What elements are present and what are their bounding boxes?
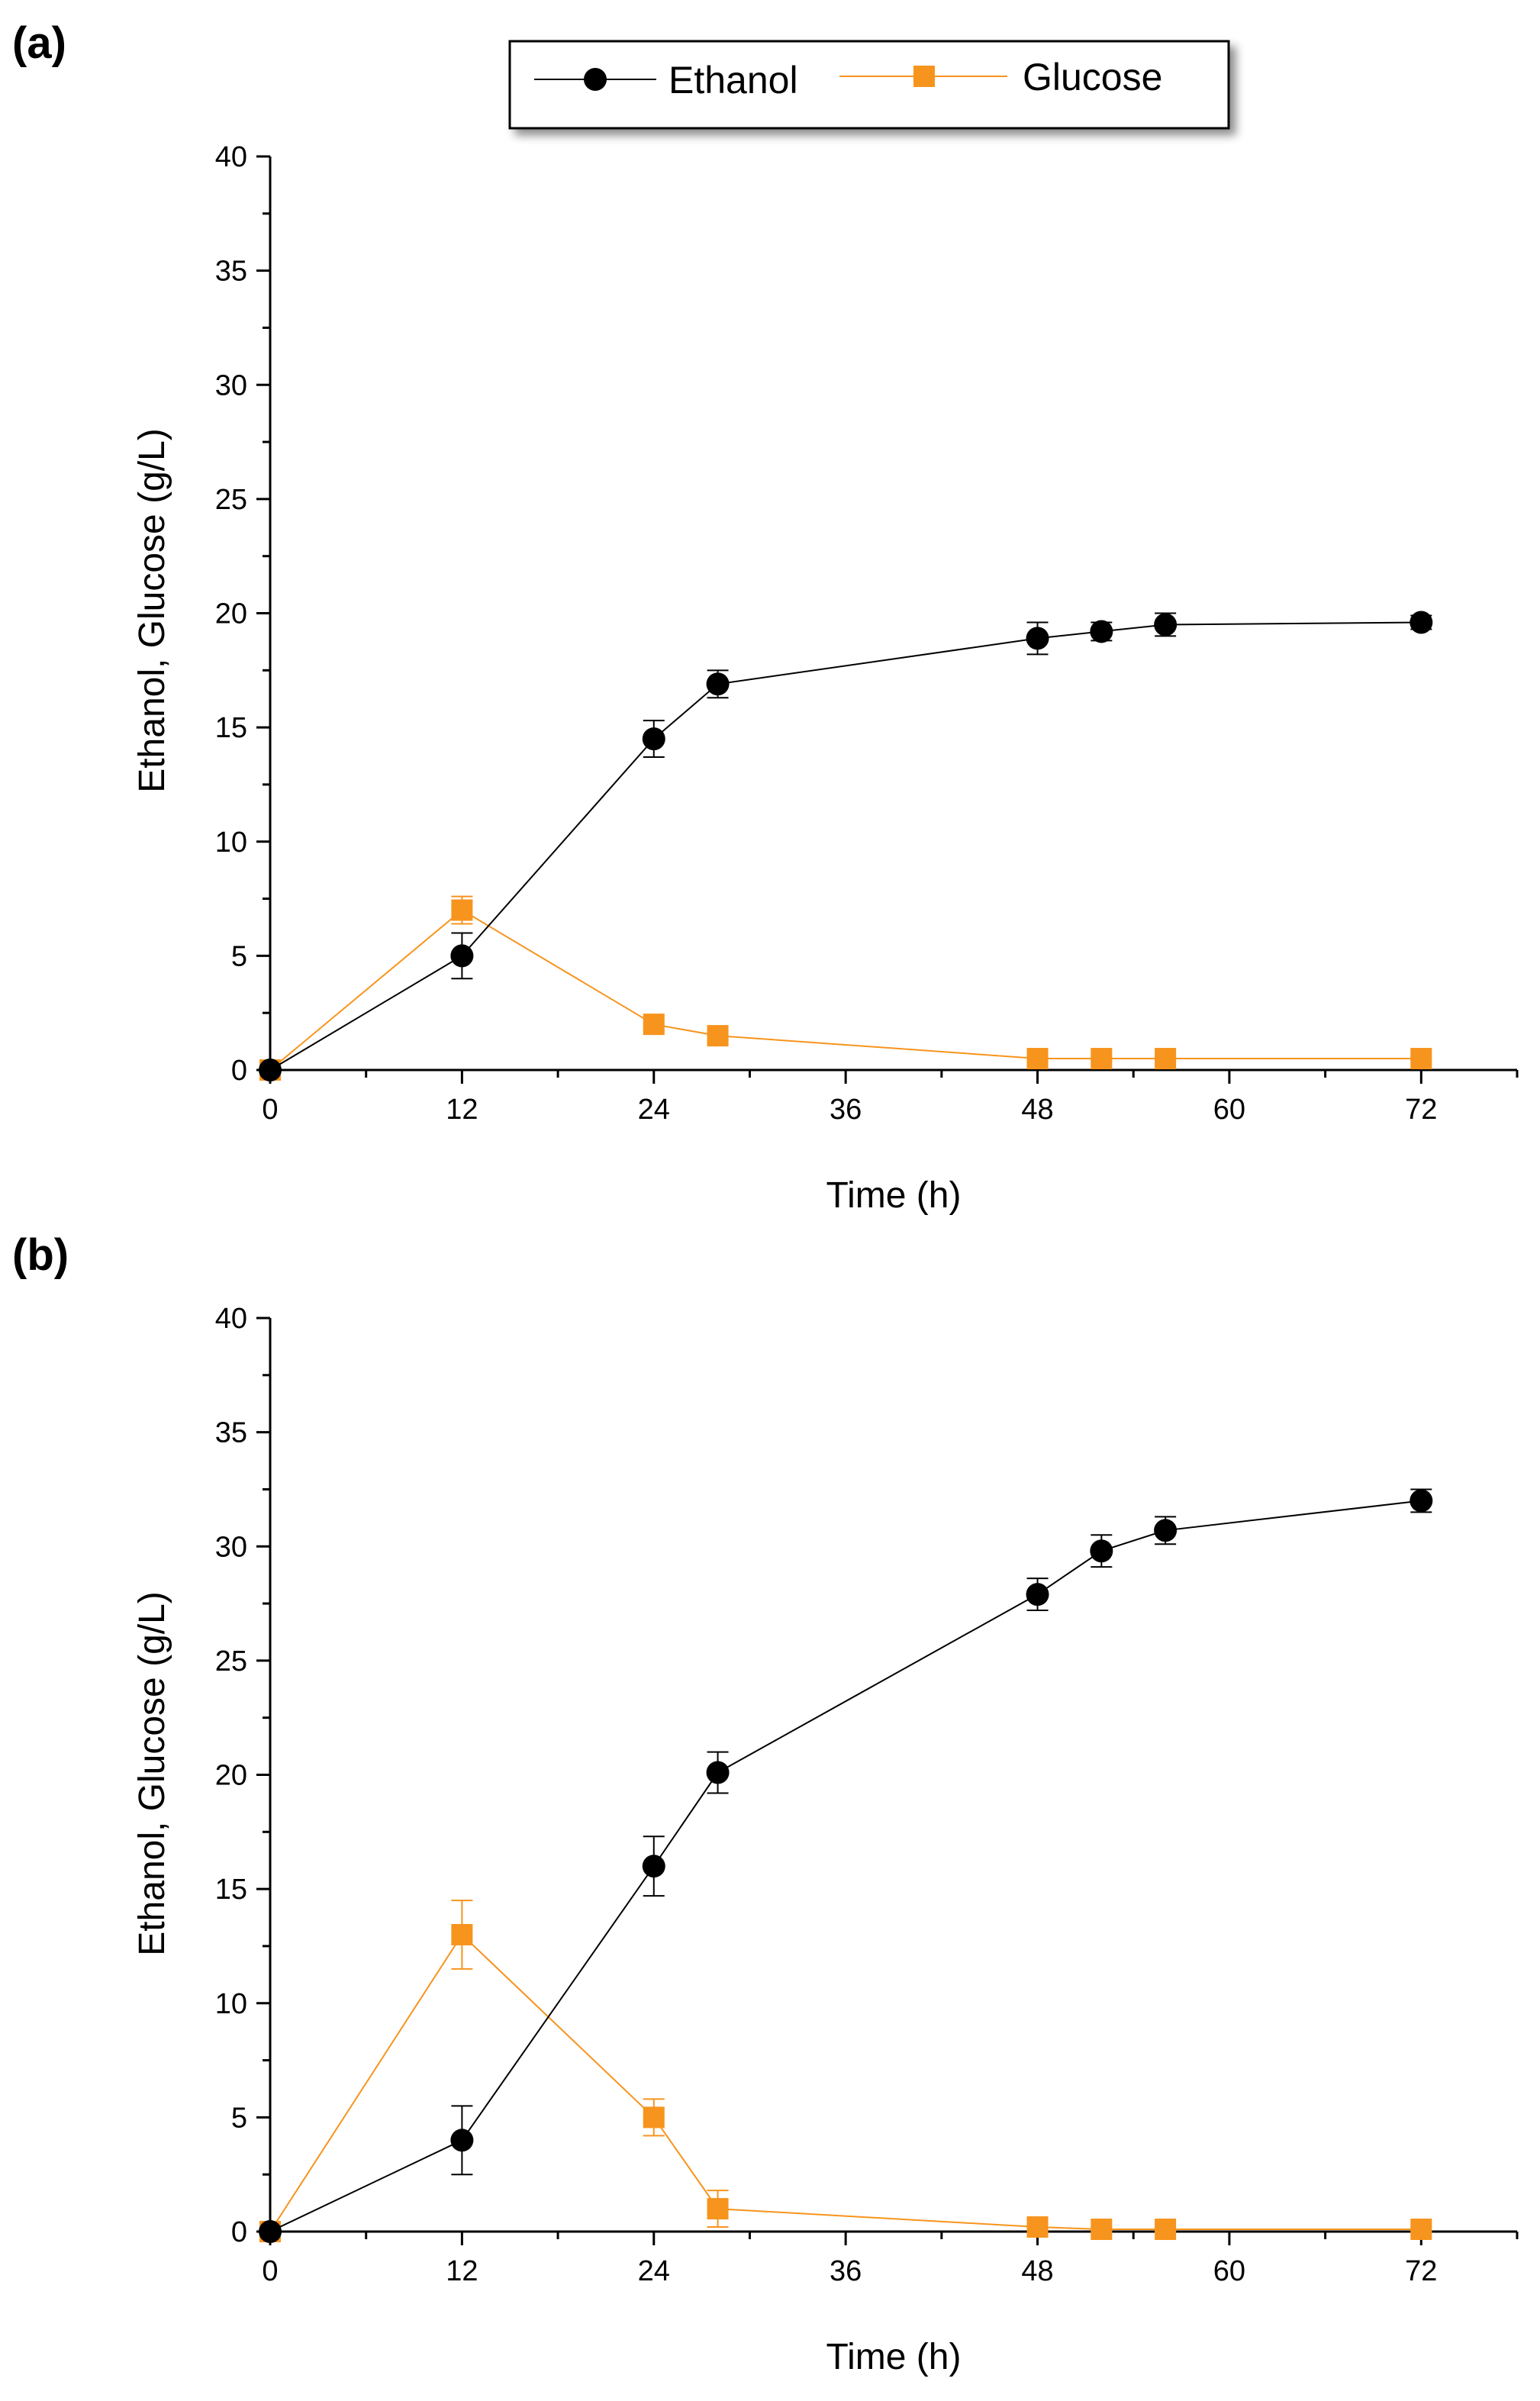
panel-b-label: (b) bbox=[12, 1230, 69, 1280]
panel-b-glucose-point bbox=[451, 1923, 473, 1945]
panel-a-ethanol-point bbox=[642, 727, 665, 751]
panel-a-label: (a) bbox=[12, 18, 66, 68]
panel-a-x-tick-label: 0 bbox=[262, 1094, 278, 1126]
panel-a-x-tick-label: 60 bbox=[1213, 1094, 1245, 1126]
panel-b-ethanol-point bbox=[450, 2129, 474, 2152]
panel-b-ethanol-point bbox=[1090, 1539, 1113, 1563]
panel-b-x-tick-label: 36 bbox=[830, 2255, 862, 2287]
panel-b-y-tick-label: 35 bbox=[215, 1417, 247, 1449]
panel-b-x-tick-label: 24 bbox=[638, 2255, 670, 2287]
panel-a-x-tick-label: 48 bbox=[1021, 1094, 1053, 1126]
panel-a-ethanol-line bbox=[269, 621, 1422, 1071]
panel-a-x-tick-label: 36 bbox=[830, 1094, 862, 1126]
panel-b-x-tick-label: 0 bbox=[262, 2255, 278, 2287]
panel-b-y-tick-label: 15 bbox=[215, 1874, 247, 1906]
panel-a-glucose-point bbox=[643, 1014, 665, 1036]
panel-a-y-tick-label: 10 bbox=[215, 827, 247, 859]
panel-b-glucose-point bbox=[1091, 2219, 1113, 2241]
panel-a-y-tick-label: 15 bbox=[215, 712, 247, 744]
panel-b-y-tick-label: 5 bbox=[231, 2102, 247, 2134]
panel-a-y-tick-label: 35 bbox=[215, 256, 247, 288]
panel-a-glucose-point bbox=[1091, 1048, 1113, 1070]
panel-b-x-axis-title: Time (h) bbox=[826, 2337, 962, 2377]
legend-ethanol-marker bbox=[584, 68, 607, 91]
panel-a-ethanol-point bbox=[1154, 613, 1178, 637]
panel-b-y-tick-label: 10 bbox=[215, 1988, 247, 2020]
chart-panel-b: (b) Ethanol, Glucose (g/L) Time (h) 0 5 10… bbox=[12, 1230, 1519, 2377]
panel-a-ethanol-point bbox=[706, 672, 730, 696]
panel-a-glucose-point bbox=[1155, 1048, 1177, 1070]
legend-glucose-label: Glucose bbox=[1023, 56, 1162, 98]
panel-b-glucose-point bbox=[643, 2106, 665, 2129]
panel-b-plot-area: 0 5 10 15 20 25 30 35 40 0 12 24 36 48 60 72 bbox=[215, 1303, 1519, 2287]
panel-a-plot-area: 0 5 10 15 20 25 30 35 40 0 12 24 36 48 60 72 bbox=[215, 141, 1519, 1126]
panel-b-x-tick-label: 60 bbox=[1213, 2255, 1245, 2287]
panel-b-ethanol-point bbox=[706, 1761, 730, 1784]
panel-b-glucose-point bbox=[707, 2198, 729, 2220]
panel-a-ethanol-point bbox=[259, 1059, 282, 1081]
panel-a-y-tick-label: 40 bbox=[215, 141, 247, 173]
panel-b-ethanol-point bbox=[259, 2220, 282, 2243]
panel-a-x-tick-label: 72 bbox=[1405, 1094, 1437, 1126]
chart-panel-a: (a) Ethanol, Glucose (g/L) Time (h) 0 5 10… bbox=[12, 18, 1519, 1216]
panel-b-glucose-point bbox=[1026, 2216, 1049, 2238]
legend-box bbox=[508, 40, 1230, 130]
panel-a-y-tick-label: 30 bbox=[215, 369, 247, 401]
panel-a-glucose-point bbox=[707, 1025, 729, 1047]
panel-a-ethanol-point bbox=[1026, 627, 1049, 650]
panel-b-y-tick-label: 40 bbox=[215, 1303, 247, 1335]
panel-a-glucose-line bbox=[269, 909, 1422, 1071]
panel-b-ethanol-point bbox=[642, 1855, 665, 1878]
panel-b-glucose-point bbox=[1155, 2219, 1177, 2241]
panel-a-glucose-point bbox=[1026, 1048, 1049, 1070]
panel-a-glucose-point bbox=[451, 899, 473, 921]
panel-b-ethanol-point bbox=[1410, 1489, 1433, 1513]
legend: Ethanol Glucose bbox=[508, 40, 1230, 130]
panel-b-axes bbox=[269, 1318, 1517, 2233]
panel-b-y-tick-label: 30 bbox=[215, 1531, 247, 1563]
panel-a-y-axis-title: Ethanol, Glucose (g/L) bbox=[132, 428, 172, 793]
panel-a-y-tick-label: 20 bbox=[215, 598, 247, 630]
panel-a-ethanol-point bbox=[450, 944, 474, 968]
panel-b-ethanol-line bbox=[269, 1500, 1422, 2232]
panel-b-y-axis-title: Ethanol, Glucose (g/L) bbox=[132, 1591, 172, 1956]
panel-a-y-tick-label: 0 bbox=[231, 1055, 247, 1087]
panel-a-glucose-point bbox=[1410, 1048, 1432, 1070]
panel-a-x-tick-label: 24 bbox=[638, 1094, 670, 1126]
panel-b-ethanol-point bbox=[1026, 1583, 1049, 1607]
legend-glucose-marker bbox=[913, 66, 935, 87]
panel-b-x-tick-label: 48 bbox=[1021, 2255, 1053, 2287]
panel-a-ethanol-point bbox=[1410, 611, 1433, 634]
panel-b-x-tick-label: 72 bbox=[1405, 2255, 1437, 2287]
panel-b-y-tick-label: 0 bbox=[231, 2216, 247, 2248]
panel-b-y-tick-label: 25 bbox=[215, 1645, 247, 1677]
panel-a-y-tick-label: 25 bbox=[215, 484, 247, 516]
panel-a-x-tick-label: 12 bbox=[446, 1094, 478, 1126]
panel-a-y-tick-label: 5 bbox=[231, 940, 247, 972]
panel-b-x-tick-label: 12 bbox=[446, 2255, 478, 2287]
panel-a-x-axis-title: Time (h) bbox=[826, 1175, 962, 1216]
panel-b-glucose-point bbox=[1410, 2219, 1432, 2241]
panel-b-glucose-line bbox=[269, 1933, 1422, 2232]
panel-a-ethanol-point bbox=[1090, 620, 1113, 643]
panel-b-ethanol-point bbox=[1154, 1519, 1178, 1542]
legend-ethanol-label: Ethanol bbox=[669, 59, 798, 102]
panel-b-y-tick-label: 20 bbox=[215, 1760, 247, 1792]
